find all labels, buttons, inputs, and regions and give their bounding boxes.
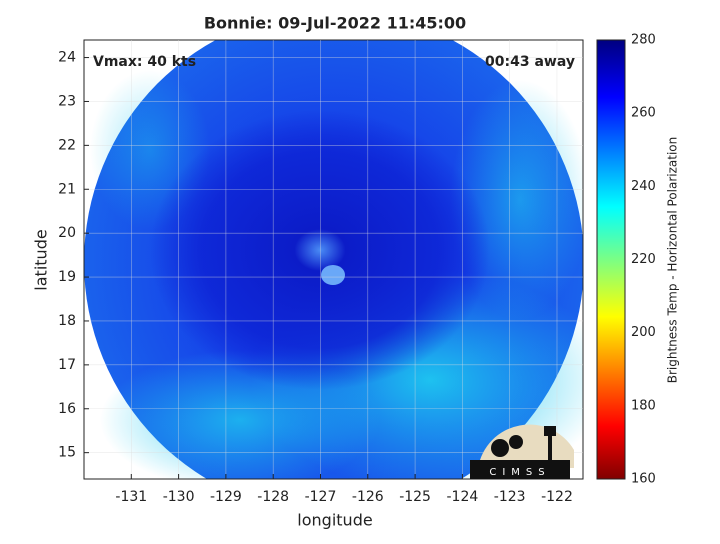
x-tick-label: -129	[210, 489, 242, 505]
y-tick-label: 19	[58, 269, 76, 285]
y-tick-label: 20	[58, 225, 76, 241]
colorbar-tick-label: 200	[631, 325, 656, 340]
colorbar-tick-label: 280	[631, 33, 656, 48]
colorbar-tick-label: 220	[631, 252, 656, 267]
y-tick-label: 16	[58, 401, 76, 417]
x-tick-label: -130	[163, 489, 195, 505]
colorbar-tick-label: 260	[631, 106, 656, 121]
y-tick-label: 24	[58, 50, 76, 66]
y-axis-label: latitude	[32, 229, 51, 290]
colorbar-tick-label: 180	[631, 398, 656, 413]
chart-title: Bonnie: 09-Jul-2022 11:45:00	[204, 14, 466, 33]
x-tick-label: -124	[446, 489, 478, 505]
x-tick-label: -122	[541, 489, 573, 505]
logo: CIMSS	[470, 424, 574, 479]
logo-text: CIMSS	[489, 467, 550, 478]
y-tick-label: 22	[58, 137, 76, 153]
colorbar-tick-label: 240	[631, 179, 656, 194]
x-tick-label: -131	[115, 489, 147, 505]
colorbar-tick-label: 160	[631, 472, 656, 487]
axes: -131 -130 -129 -128 -127 -126 -125 -124 -123 -122…	[58, 33, 656, 506]
y-tick-label: 15	[58, 445, 76, 461]
x-tick-label: -127	[305, 489, 337, 505]
colorbar-label: Brightness Temp - Horizontal Polarizatio…	[666, 137, 680, 384]
annotation: Vmax: 40 kts	[93, 54, 196, 70]
x-tick-label: -128	[257, 489, 289, 505]
x-axis-label: longitude	[297, 511, 372, 530]
plot-frame	[83, 39, 584, 480]
x-tick-label: -125	[399, 489, 431, 505]
x-tick-label: -123	[494, 489, 526, 505]
y-tick-label: 23	[58, 93, 76, 109]
y-tick-label: 21	[58, 181, 76, 197]
y-tick-label: 18	[58, 313, 76, 329]
y-tick-label: 17	[58, 357, 76, 373]
x-tick-label: -126	[352, 489, 384, 505]
colorbar	[596, 39, 626, 480]
annotation: 00:43 away	[485, 54, 575, 70]
satellite-image	[84, 40, 583, 479]
